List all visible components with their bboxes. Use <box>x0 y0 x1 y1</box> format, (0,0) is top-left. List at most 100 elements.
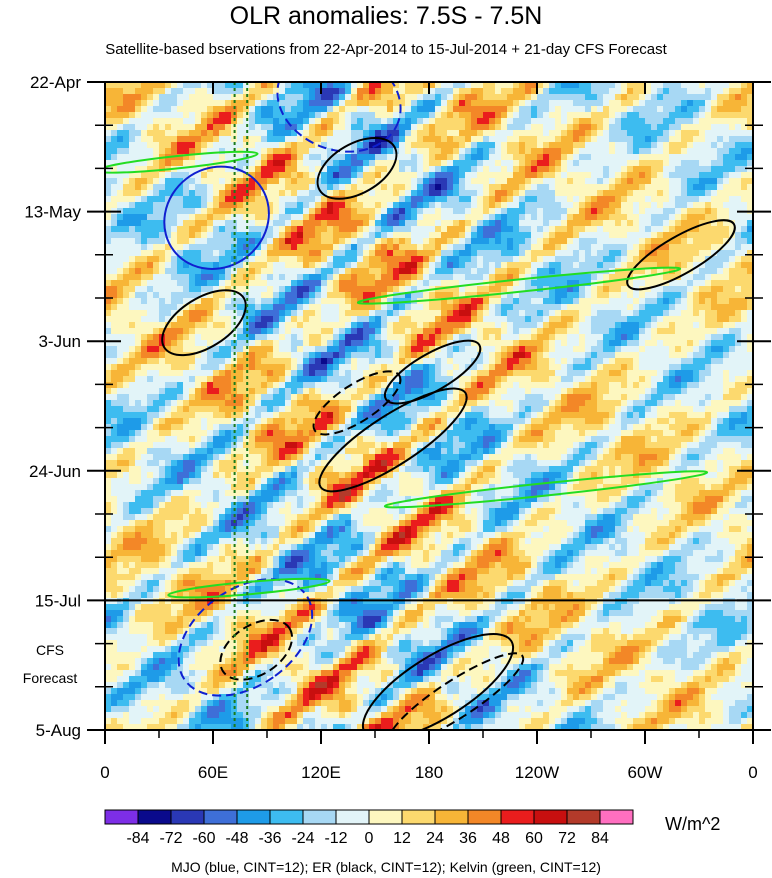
heatmap-cell <box>615 208 622 215</box>
heatmap-cell <box>711 190 718 197</box>
heatmap-cell <box>315 118 322 125</box>
heatmap-cell <box>171 256 178 263</box>
heatmap-cell <box>129 340 136 347</box>
heatmap-cell <box>483 316 490 323</box>
heatmap-cell <box>711 106 718 113</box>
heatmap-cell <box>207 112 214 119</box>
heatmap-cell <box>735 178 742 185</box>
heatmap-cell <box>351 238 358 245</box>
heatmap-cell <box>177 208 184 215</box>
heatmap-cell <box>369 154 376 161</box>
heatmap-cell <box>543 298 550 305</box>
heatmap-cell <box>663 304 670 311</box>
heatmap-cell <box>717 178 724 185</box>
heatmap-cell <box>243 124 250 131</box>
heatmap-cell <box>435 196 442 203</box>
heatmap-cell <box>339 160 346 167</box>
heatmap-cell <box>285 184 292 191</box>
heatmap-cell <box>417 172 424 179</box>
heatmap-cell <box>123 184 130 191</box>
heatmap-cell <box>579 304 586 311</box>
heatmap-cell <box>453 280 460 287</box>
heatmap-cell <box>453 154 460 161</box>
heatmap-cell <box>303 232 310 239</box>
heatmap-cell <box>201 100 208 107</box>
heatmap-cell <box>579 172 586 179</box>
heatmap-cell <box>201 334 208 341</box>
heatmap-cell <box>195 250 202 257</box>
heatmap-cell <box>675 280 682 287</box>
heatmap-cell <box>123 268 130 275</box>
heatmap-cell <box>399 328 406 335</box>
heatmap-cell <box>519 148 526 155</box>
heatmap-cell <box>273 268 280 275</box>
heatmap-cell <box>687 202 694 209</box>
heatmap-cell <box>729 280 736 287</box>
heatmap-cell <box>357 346 364 353</box>
heatmap-cell <box>741 262 748 269</box>
heatmap-cell <box>639 88 646 95</box>
heatmap-cell <box>417 280 424 287</box>
heatmap-cell <box>651 292 658 299</box>
heatmap-cell <box>465 172 472 179</box>
heatmap-cell <box>717 118 724 125</box>
heatmap-cell <box>603 208 610 215</box>
heatmap-cell <box>447 88 454 95</box>
heatmap-cell <box>525 124 532 131</box>
heatmap-cell <box>711 268 718 275</box>
heatmap-cell <box>741 94 748 101</box>
heatmap-cell <box>537 352 544 359</box>
heatmap-cell <box>633 346 640 353</box>
heatmap-cell <box>405 352 412 359</box>
heatmap-cell <box>429 322 436 329</box>
heatmap-cell <box>489 124 496 131</box>
heatmap-cell <box>627 136 634 143</box>
heatmap-cell <box>363 160 370 167</box>
heatmap-cell <box>615 136 622 143</box>
heatmap-cell <box>477 166 484 173</box>
heatmap-cell <box>381 94 388 101</box>
heatmap-cell <box>345 346 352 353</box>
heatmap-cell <box>597 118 604 125</box>
heatmap-cell <box>507 82 514 89</box>
heatmap-cell <box>567 214 574 221</box>
heatmap-cell <box>225 328 232 335</box>
heatmap-cell <box>567 196 574 203</box>
heatmap-cell <box>603 244 610 251</box>
heatmap-cell <box>639 106 646 113</box>
heatmap-cell <box>231 154 238 161</box>
heatmap-cell <box>207 142 214 149</box>
heatmap-cell <box>513 220 520 227</box>
heatmap-cell <box>231 268 238 275</box>
heatmap-cell <box>657 256 664 263</box>
heatmap-cell <box>255 226 262 233</box>
heatmap-cell <box>735 94 742 101</box>
heatmap-cell <box>723 160 730 167</box>
heatmap-cell <box>531 250 538 257</box>
heatmap-cell <box>513 328 520 335</box>
heatmap-cell <box>369 310 376 317</box>
heatmap-cell <box>717 268 724 275</box>
heatmap-cell <box>459 256 466 263</box>
heatmap-cell <box>483 112 490 119</box>
heatmap-cell <box>183 250 190 257</box>
heatmap-cell <box>651 148 658 155</box>
heatmap-cell <box>639 226 646 233</box>
heatmap-cell <box>321 202 328 209</box>
heatmap-cell <box>693 220 700 227</box>
heatmap-cell <box>381 334 388 341</box>
heatmap-cell <box>561 160 568 167</box>
heatmap-cell <box>699 130 706 137</box>
heatmap-cell <box>285 136 292 143</box>
heatmap-cell <box>129 178 136 185</box>
heatmap-cell <box>609 94 616 101</box>
heatmap-cell <box>555 262 562 269</box>
heatmap-cell <box>417 214 424 221</box>
heatmap-cell <box>651 352 658 359</box>
heatmap-cell <box>177 112 184 119</box>
heatmap-cell <box>237 100 244 107</box>
heatmap-cell <box>591 184 598 191</box>
heatmap-cell <box>477 94 484 101</box>
heatmap-cell <box>351 142 358 149</box>
heatmap-cell <box>273 292 280 299</box>
